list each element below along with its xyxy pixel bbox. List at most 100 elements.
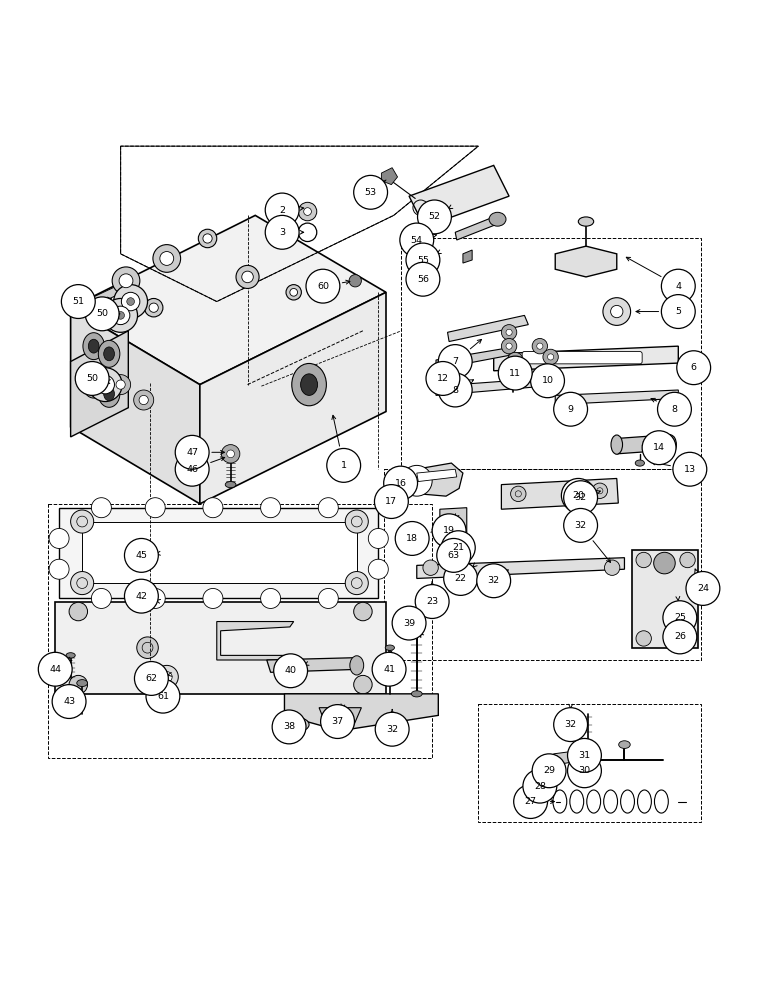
Circle shape: [273, 710, 306, 744]
Text: 40: 40: [285, 666, 296, 675]
Polygon shape: [555, 246, 617, 277]
Circle shape: [673, 452, 706, 486]
Text: 42: 42: [135, 592, 147, 601]
Circle shape: [153, 245, 181, 272]
Circle shape: [146, 679, 180, 713]
Circle shape: [686, 572, 720, 605]
Circle shape: [75, 362, 109, 395]
Circle shape: [70, 572, 93, 595]
Circle shape: [117, 312, 124, 319]
Ellipse shape: [618, 741, 630, 748]
Circle shape: [530, 364, 564, 398]
Text: 38: 38: [283, 722, 295, 731]
Text: 55: 55: [417, 256, 429, 265]
Circle shape: [261, 498, 280, 518]
Circle shape: [70, 510, 93, 533]
Polygon shape: [200, 292, 386, 504]
Circle shape: [306, 269, 340, 303]
Ellipse shape: [88, 339, 99, 353]
Ellipse shape: [98, 340, 120, 367]
Text: 27: 27: [525, 797, 537, 806]
Text: 23: 23: [426, 597, 438, 606]
Circle shape: [227, 450, 235, 458]
Circle shape: [145, 498, 165, 518]
Text: 26: 26: [674, 632, 686, 641]
Circle shape: [563, 483, 578, 498]
Circle shape: [91, 588, 111, 608]
Text: 7: 7: [452, 357, 459, 366]
Text: 19: 19: [443, 526, 455, 535]
Circle shape: [320, 705, 354, 738]
Circle shape: [203, 588, 223, 608]
Text: 31: 31: [578, 751, 591, 760]
Circle shape: [564, 481, 598, 515]
Circle shape: [658, 392, 692, 426]
Circle shape: [636, 631, 652, 646]
Text: 53: 53: [364, 188, 377, 197]
Ellipse shape: [83, 371, 104, 398]
Ellipse shape: [350, 656, 364, 675]
Circle shape: [677, 351, 710, 385]
Circle shape: [604, 560, 620, 575]
Text: 5: 5: [676, 307, 682, 316]
Circle shape: [680, 552, 696, 568]
Ellipse shape: [635, 460, 645, 466]
Circle shape: [286, 285, 301, 300]
Circle shape: [372, 652, 406, 686]
Circle shape: [554, 392, 587, 426]
Polygon shape: [59, 508, 378, 598]
Circle shape: [438, 373, 472, 407]
Circle shape: [566, 399, 575, 408]
Ellipse shape: [385, 645, 394, 650]
Circle shape: [69, 602, 87, 621]
Polygon shape: [394, 463, 463, 496]
Text: 41: 41: [383, 665, 395, 674]
Circle shape: [354, 602, 372, 621]
Ellipse shape: [76, 680, 87, 687]
Circle shape: [564, 508, 598, 542]
Text: 44: 44: [49, 665, 61, 674]
Polygon shape: [440, 508, 467, 548]
Circle shape: [513, 785, 547, 818]
Circle shape: [477, 564, 510, 598]
Text: 32: 32: [488, 576, 499, 585]
Circle shape: [354, 675, 372, 694]
Circle shape: [110, 375, 130, 395]
Circle shape: [222, 445, 240, 463]
Circle shape: [121, 292, 140, 311]
Circle shape: [578, 742, 594, 758]
Polygon shape: [448, 315, 528, 342]
Polygon shape: [632, 550, 698, 648]
Circle shape: [395, 522, 429, 555]
Circle shape: [69, 675, 87, 694]
Ellipse shape: [578, 217, 594, 226]
Polygon shape: [554, 750, 583, 765]
Circle shape: [345, 572, 368, 595]
Text: 29: 29: [543, 766, 555, 775]
Circle shape: [554, 708, 587, 742]
Circle shape: [374, 485, 408, 518]
Circle shape: [274, 654, 307, 688]
Text: 14: 14: [653, 443, 665, 452]
Circle shape: [406, 262, 440, 296]
Ellipse shape: [292, 363, 327, 406]
Text: 21: 21: [452, 543, 464, 552]
Text: 8: 8: [452, 386, 459, 395]
Polygon shape: [70, 283, 123, 317]
Circle shape: [442, 531, 476, 565]
Circle shape: [318, 498, 338, 518]
Polygon shape: [617, 435, 671, 454]
Ellipse shape: [66, 653, 75, 658]
Polygon shape: [217, 622, 293, 660]
Circle shape: [532, 754, 566, 788]
Ellipse shape: [103, 347, 114, 361]
Text: 28: 28: [534, 782, 546, 791]
Circle shape: [547, 354, 554, 360]
Polygon shape: [70, 215, 386, 385]
Text: 46: 46: [186, 465, 198, 474]
Circle shape: [160, 252, 174, 265]
Text: 32: 32: [386, 725, 398, 734]
Ellipse shape: [411, 691, 422, 697]
Polygon shape: [493, 346, 679, 371]
Circle shape: [175, 435, 209, 469]
